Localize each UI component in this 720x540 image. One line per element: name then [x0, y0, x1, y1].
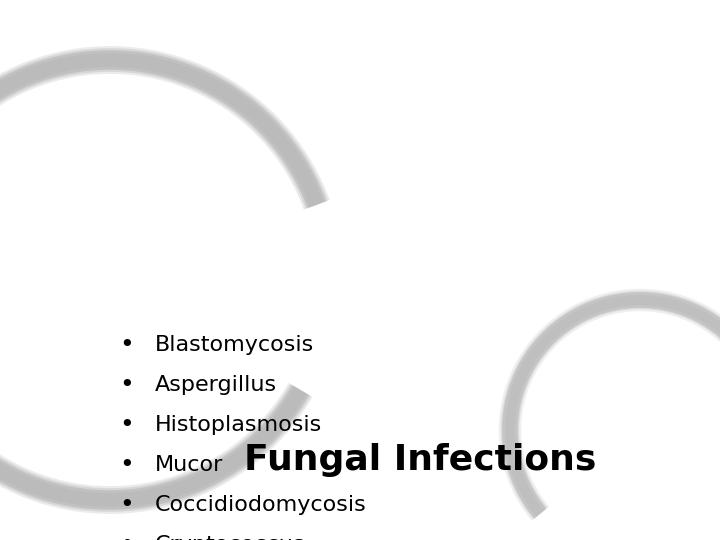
- Text: •: •: [120, 453, 135, 477]
- Text: •: •: [120, 373, 135, 397]
- Text: Blastomycosis: Blastomycosis: [155, 335, 314, 355]
- Text: Cryptococcus: Cryptococcus: [155, 535, 305, 540]
- Text: •: •: [120, 413, 135, 437]
- Text: •: •: [120, 533, 135, 540]
- Text: •: •: [120, 333, 135, 357]
- Text: Histoplasmosis: Histoplasmosis: [155, 415, 323, 435]
- Text: •: •: [120, 493, 135, 517]
- Text: Aspergillus: Aspergillus: [155, 375, 277, 395]
- Text: Coccidiodomycosis: Coccidiodomycosis: [155, 495, 366, 515]
- Text: Fungal Infections: Fungal Infections: [244, 443, 596, 477]
- Text: Mucor: Mucor: [155, 455, 223, 475]
